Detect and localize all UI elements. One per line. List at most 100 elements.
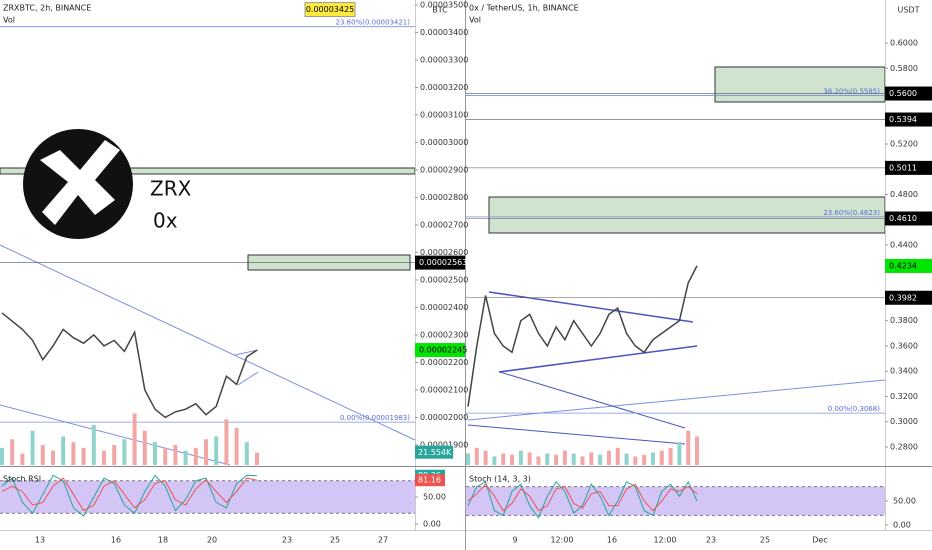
x-tick-label: 9	[512, 536, 517, 545]
zone	[714, 66, 886, 103]
volume-bar	[204, 439, 208, 465]
x-tick-label: 27	[378, 536, 388, 545]
fib-label: 0.00%(0.3068)	[828, 405, 880, 413]
pane-title: 0x / TetherUS, 1h, BINANCE	[469, 4, 579, 13]
x-tick-label: 16	[111, 536, 121, 545]
volume-bar	[686, 430, 691, 465]
price-tag	[885, 160, 932, 175]
y-tick-label: 0.5800	[890, 64, 918, 73]
volume-bar	[510, 454, 515, 465]
volume-tag-label: 21.554K	[418, 448, 452, 457]
volume-bar	[214, 436, 219, 465]
x-tick-label: 23	[706, 536, 716, 545]
volume-bar	[483, 450, 488, 465]
x-tick-label: 18	[158, 536, 168, 545]
trend-line	[488, 291, 694, 323]
stoch-tick-label: 0.00	[893, 521, 911, 530]
y-tick-label: 0.2800	[890, 442, 918, 451]
logo-subtitle: 0x	[153, 209, 178, 233]
pane-subtitle: Vol	[3, 16, 15, 25]
y-tick-label: 0.00002200	[420, 358, 468, 367]
volume-bar	[695, 436, 699, 465]
volume-bar	[580, 456, 585, 465]
volume-tag	[415, 445, 453, 459]
y-tick-label: 0.00002100	[420, 385, 468, 394]
indicator-name: Stoch (14, 3, 3)	[469, 475, 531, 484]
stoch-tick-label: 0.00	[423, 520, 441, 529]
zone	[488, 196, 886, 234]
x-tick-label: 25	[760, 536, 770, 545]
volume-bar	[554, 454, 559, 465]
volume-bar	[153, 442, 157, 465]
stoch-tag	[415, 474, 445, 487]
trend-line	[499, 371, 686, 429]
price-tag	[885, 211, 932, 226]
y-tick-label: 0.00003000	[420, 138, 468, 147]
price-tag-label: 0.5011	[889, 163, 917, 172]
volume-bar	[492, 456, 497, 465]
volume-bar	[255, 452, 259, 465]
volume-bar	[61, 436, 66, 465]
fib-label: 38.20%(0.5585)	[823, 87, 880, 95]
x-tick-label: Dec	[812, 536, 827, 545]
volume-bar	[518, 450, 523, 465]
y-tick-label: 0.00001900	[420, 440, 468, 449]
stoch-band	[0, 480, 415, 514]
price-tag-label: 0.00002563	[419, 258, 467, 267]
y-tick-label: 0.3000	[890, 417, 918, 426]
stoch-line	[467, 480, 698, 519]
x-tick-label: 13	[35, 536, 45, 545]
volume-bar	[659, 450, 664, 465]
y-tick-label: 0.3200	[890, 392, 918, 401]
y-tick-label: 0.6000	[890, 39, 918, 48]
volume-bar	[30, 430, 35, 465]
volume-bar	[571, 453, 576, 465]
y-tick-label: 0.00002900	[420, 165, 468, 174]
volume-bar	[624, 453, 629, 465]
volume-bar	[474, 447, 479, 465]
volume-bar	[51, 450, 55, 465]
stoch-tick-label: 50.00	[893, 497, 916, 506]
volume-bar	[142, 430, 147, 465]
volume-bar	[102, 450, 106, 465]
stoch-tag-label: 81.16	[418, 476, 441, 485]
y-tick-label: 0.4400	[890, 240, 918, 249]
volume-bar	[668, 447, 673, 465]
indicator-name: Stoch RSI	[3, 475, 41, 484]
volume-bar	[10, 439, 15, 465]
logo-mark	[40, 140, 120, 225]
price-tag-label: 0.4234	[889, 261, 917, 270]
price-tag	[885, 258, 932, 273]
pane-subtitle: Vol	[469, 16, 481, 25]
volume-bar	[20, 453, 25, 465]
price-tag-label: 0.5600	[889, 89, 917, 98]
volume-bar	[40, 445, 45, 465]
volume-bar	[81, 447, 86, 465]
y-tick-label: 0.00002700	[420, 220, 468, 229]
volume-bar	[132, 413, 137, 465]
price-tag-label: 0.00002245	[419, 346, 467, 355]
volume-bar	[650, 452, 655, 465]
x-tick-label: 12:00	[653, 536, 676, 545]
volume-bar	[633, 456, 638, 465]
price-tag	[885, 112, 932, 127]
y-tick-label: 0.00002300	[420, 330, 468, 339]
y-tick-label: 0.00002400	[420, 303, 468, 312]
volume-bar	[606, 450, 611, 465]
volume-bar	[466, 453, 470, 465]
y-tick-label: 0.00003200	[420, 83, 468, 92]
fib-label: 23.60%(0.00003421)	[336, 19, 411, 27]
volume-bar	[183, 450, 188, 465]
price-tag	[415, 255, 465, 270]
y-tick-label: 0.00003300	[420, 55, 468, 64]
volume-bar	[71, 442, 76, 465]
price-tag	[885, 86, 932, 101]
volume-bar	[642, 454, 647, 465]
trend-line	[234, 349, 259, 356]
volume-bar	[562, 450, 567, 465]
volume-bar	[234, 427, 239, 465]
stoch-line	[467, 483, 698, 512]
stoch-line	[1, 474, 258, 517]
volume-bar	[122, 439, 127, 465]
fib-label: 23.60%(0.4623)	[823, 209, 880, 217]
